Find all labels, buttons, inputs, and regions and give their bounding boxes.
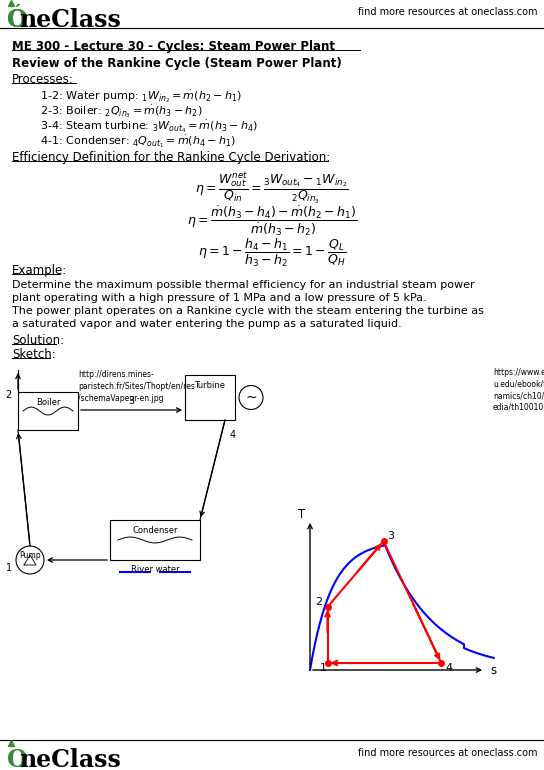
Text: $\eta = \dfrac{\dot{m}(h_3 - h_4) - \dot{m}(h_2 - h_1)}{\dot{m}(h_3 - h_2)}$: $\eta = \dfrac{\dot{m}(h_3 - h_4) - \dot…	[187, 205, 357, 238]
Text: Example:: Example:	[12, 264, 67, 277]
Text: Condenser: Condenser	[132, 526, 178, 535]
Text: plant operating with a high pressure of 1 MPa and a low pressure of 5 kPa.: plant operating with a high pressure of …	[12, 293, 426, 303]
Bar	[18, 392, 78, 430]
Circle shape	[239, 386, 263, 410]
Text: Ó: Ó	[7, 8, 28, 32]
Text: 4: 4	[445, 663, 453, 673]
Text: Determine the maximum possible thermal efficiency for an industrial steam power: Determine the maximum possible thermal e…	[12, 280, 474, 290]
Text: Turbine: Turbine	[195, 381, 226, 390]
Text: The power plant operates on a Rankine cycle with the steam entering the turbine : The power plant operates on a Rankine cy…	[12, 306, 484, 316]
Text: T: T	[298, 508, 306, 521]
Text: Review of the Rankine Cycle (Steam Power Plant): Review of the Rankine Cycle (Steam Power…	[12, 57, 342, 70]
Text: 3: 3	[128, 396, 134, 406]
Text: find more resources at oneclass.com: find more resources at oneclass.com	[357, 748, 537, 758]
Bar	[185, 375, 235, 420]
Text: 3: 3	[387, 531, 394, 541]
Text: $\eta = 1 - \dfrac{h_4 - h_1}{h_3 - h_2} = 1 - \dfrac{Q_L}{Q_H}$: $\eta = 1 - \dfrac{h_4 - h_1}{h_3 - h_2}…	[197, 237, 347, 269]
Text: 2-3: Boiler: $_{2}Q_{in_3} = \dot{m}(h_3 - h_2)$: 2-3: Boiler: $_{2}Q_{in_3} = \dot{m}(h_3…	[40, 104, 202, 120]
Text: 3-4: Steam turbine: $_{3}W_{out_4} = \dot{m}(h_3 - h_4)$: 3-4: Steam turbine: $_{3}W_{out_4} = \do…	[40, 119, 258, 136]
Text: Processes:: Processes:	[12, 73, 74, 86]
Text: neClass: neClass	[19, 748, 121, 770]
Text: 1: 1	[6, 563, 12, 573]
Text: 2: 2	[6, 390, 12, 400]
Text: 4: 4	[230, 430, 236, 440]
Text: a saturated vapor and water entering the pump as a saturated liquid.: a saturated vapor and water entering the…	[12, 319, 402, 329]
Text: s: s	[490, 664, 496, 677]
Text: 1-2: Water pump: $_{1}W_{in_2} = \dot{m}(h_2 - h_1)$: 1-2: Water pump: $_{1}W_{in_2} = \dot{m}…	[40, 89, 242, 105]
Text: 4-1: Condenser: $_{4}Q_{out_1} = \dot{m}(h_4 - h_1)$: 4-1: Condenser: $_{4}Q_{out_1} = \dot{m}…	[40, 134, 236, 150]
Text: neClass: neClass	[19, 8, 121, 32]
Text: Boiler: Boiler	[36, 398, 60, 407]
Text: find more resources at oneclass.com: find more resources at oneclass.com	[357, 7, 537, 17]
Text: Efficiency Definition for the Rankine Cycle Derivation:: Efficiency Definition for the Rankine Cy…	[12, 151, 330, 164]
Text: Sketch:: Sketch:	[12, 348, 55, 361]
Text: 2: 2	[316, 597, 323, 607]
Text: ~: ~	[245, 390, 257, 404]
Bar	[110, 520, 200, 560]
Text: O: O	[7, 8, 28, 32]
Text: O: O	[7, 748, 28, 770]
Text: 1: 1	[319, 663, 326, 673]
Text: $\eta = \dfrac{W^{net}_{out}}{Q_{in}} = \dfrac{_{3}W_{out_4} - _{1}W_{in_2}}{_{2: $\eta = \dfrac{W^{net}_{out}}{Q_{in}} = …	[195, 170, 349, 206]
Text: ME 300 - Lecture 30 - Cycles: Steam Power Plant: ME 300 - Lecture 30 - Cycles: Steam Powe…	[12, 40, 335, 53]
Text: http://direns.mines-
paristech.fr/Sites/Thopt/en/res
/schemaVapeur-en.jpg: http://direns.mines- paristech.fr/Sites/…	[78, 370, 195, 403]
Text: Solution:: Solution:	[12, 334, 64, 347]
Text: Pump: Pump	[19, 551, 41, 561]
Text: River water: River water	[131, 565, 180, 574]
Circle shape	[16, 546, 44, 574]
Text: https://www.ecourses.o
u.edu/ebook/thermody
namics/ch10/sect101/m
edia/th100108p: https://www.ecourses.o u.edu/ebook/therm…	[493, 368, 544, 413]
